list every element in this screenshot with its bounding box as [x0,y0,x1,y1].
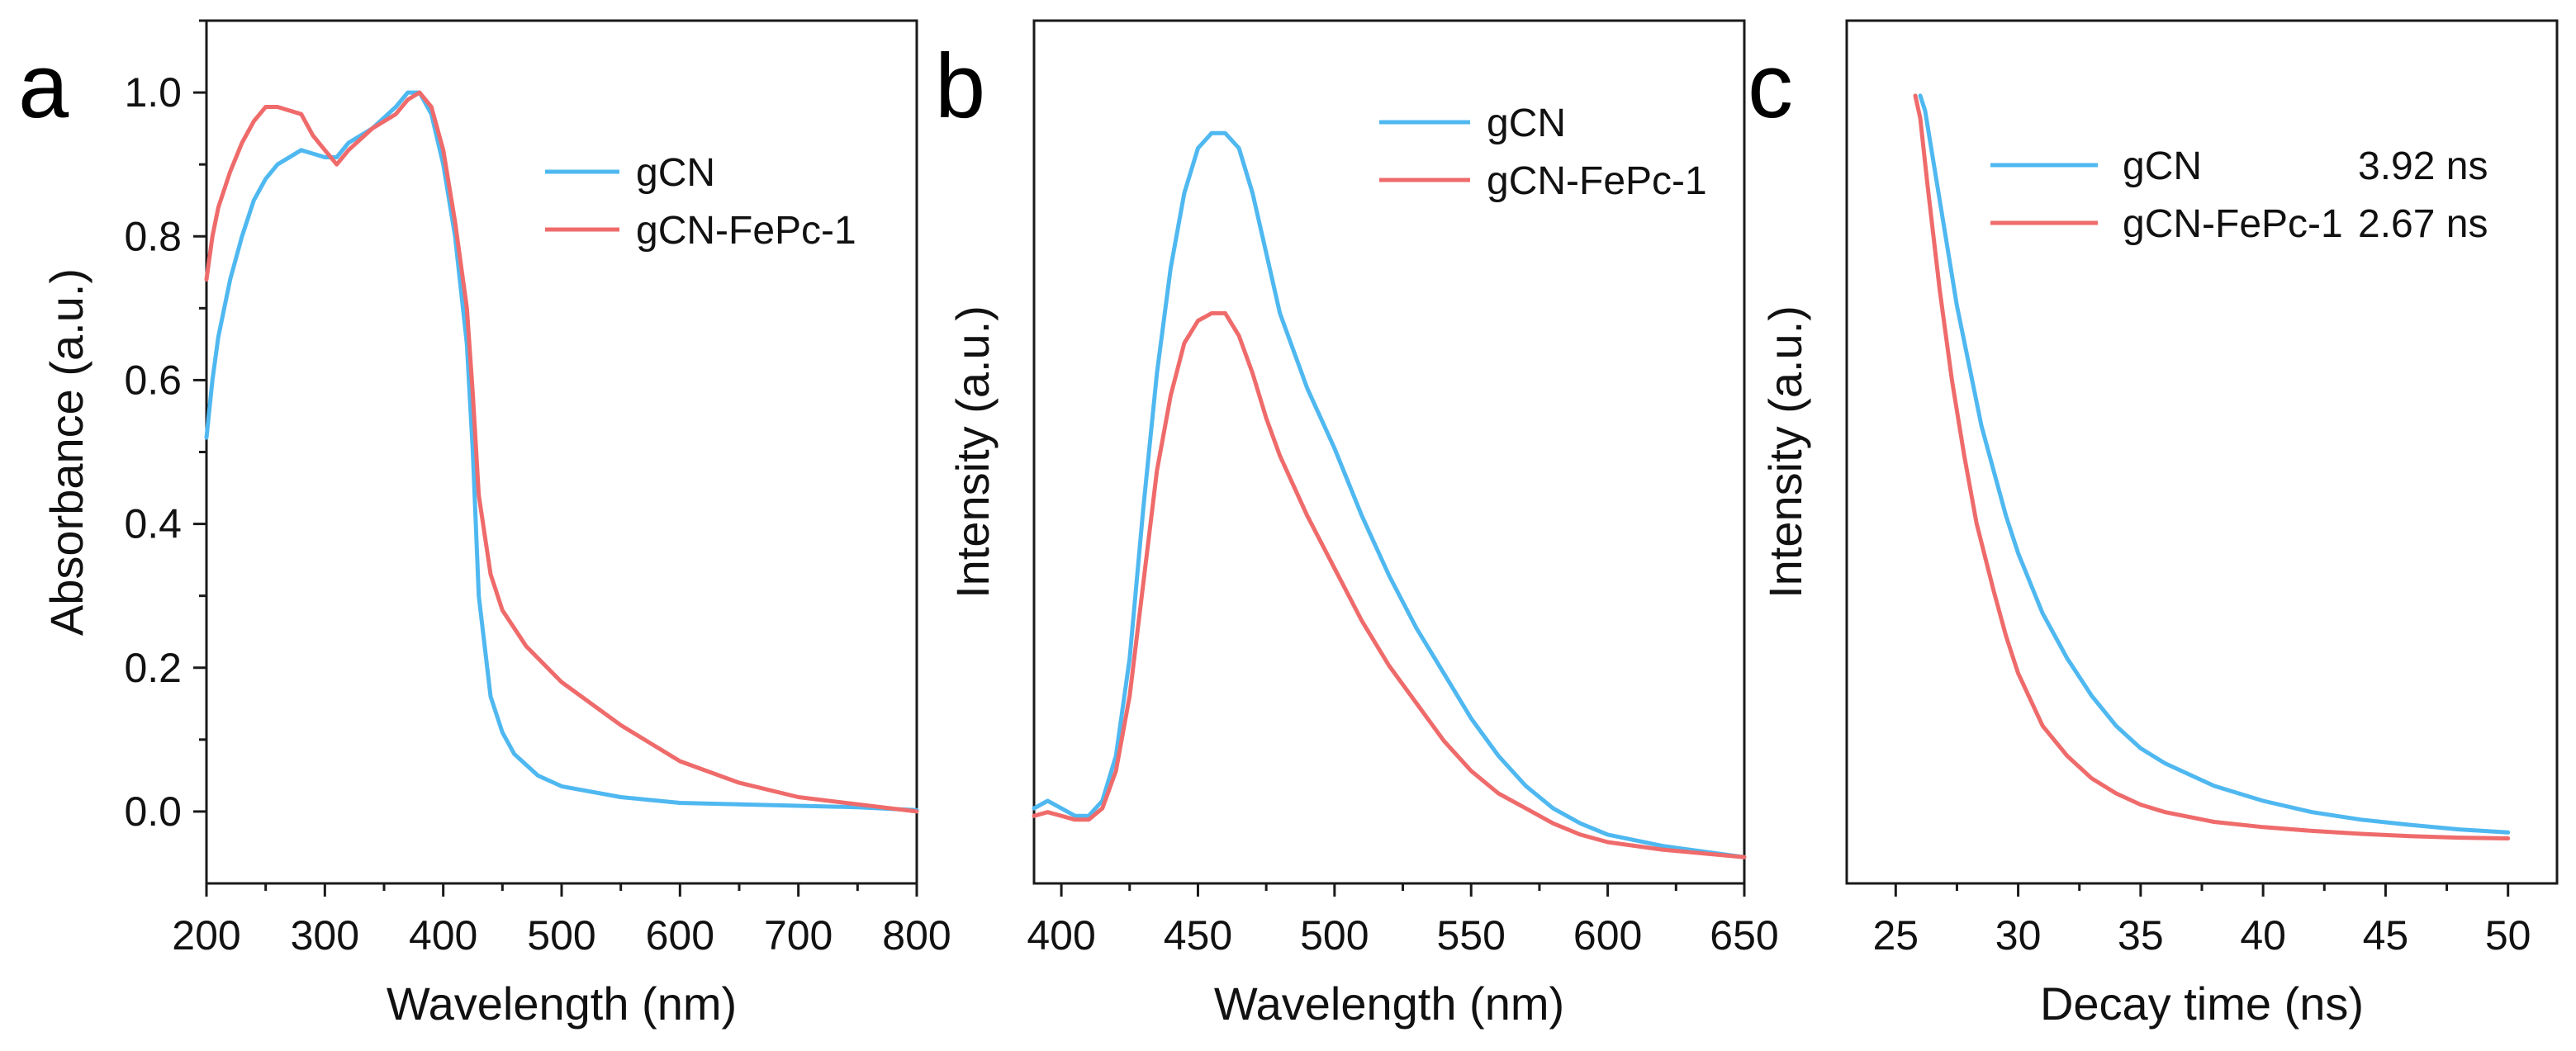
x-tick-label: 40 [2240,912,2286,959]
x-tick-label: 650 [1710,912,1778,959]
x-axis-label: Decay time (ns) [2040,978,2364,1030]
panel-letter: a [18,36,69,137]
x-tick-label: 30 [1995,912,2042,959]
y-tick-label: 0.6 [124,357,182,403]
series-line-gcn-fepc-1 [1913,93,2511,840]
x-tick-label: 25 [1872,912,1919,959]
panel-letter: c [1748,36,1793,137]
series-line-gcn-fepc-1 [204,90,919,814]
x-tick-label: 300 [291,912,359,959]
y-axis-label: Intensity (a.u.) [1759,305,1811,599]
legend-label: gCN-FePc-1 [1487,159,1707,203]
series-line-gcn-fepc-1 [1032,310,1747,859]
y-axis-label: Absorbance (a.u.) [40,268,93,636]
x-tick-label: 45 [2363,912,2409,959]
panel-letter: b [935,36,985,137]
legend-label: gCN-FePc-1 [2123,202,2343,246]
y-tick-label: 0.8 [124,213,182,259]
x-tick-label: 400 [409,912,477,959]
panel-a: a 200 300 400 500 600 700 800 0.0 0.2 0.4 0.6 0.8 1.0… [18,19,951,1030]
x-axis-label: Wavelength (nm) [1214,978,1564,1030]
x-tick-label: 600 [1573,912,1642,959]
x-tick-label: 35 [2118,912,2164,959]
x-tick-label: 50 [2485,912,2531,959]
legend-label: gCN-FePc-1 [636,209,856,253]
legend-label: gCN [1487,102,1566,145]
legend-label: gCN [2123,144,2202,188]
series-line-gcn [1918,93,2511,835]
panel-c: c 25 30 35 40 45 50 Decay time (ns) Intensity (a… [1748,19,2559,1030]
legend-lifetime: 2.67 ns [2358,202,2488,246]
plot-frame [205,19,918,885]
legend-lifetime: 3.92 ns [2358,144,2488,188]
y-tick-label: 0.0 [124,788,182,835]
x-tick-label: 500 [1300,912,1369,959]
x-tick-label: 450 [1164,912,1232,959]
y-tick-label: 1.0 [124,69,182,116]
x-tick-label: 200 [172,912,240,959]
legend-label: gCN [636,151,715,195]
x-axis-label: Wavelength (nm) [387,978,737,1030]
x-tick-label: 800 [882,912,951,959]
y-tick-label: 0.4 [124,501,182,547]
y-tick-label: 0.2 [124,645,182,691]
series-line-gcn [204,90,919,812]
panel-b: b 400 450 500 550 600 650 Wavelength (nm) Intens… [935,19,1779,1030]
x-tick-label: 700 [764,912,833,959]
x-tick-label: 550 [1437,912,1506,959]
x-tick-label: 500 [527,912,595,959]
x-tick-label: 600 [646,912,714,959]
plot-frame [1032,19,1746,885]
series-line-gcn [1032,130,1747,859]
y-axis-label: Intensity (a.u.) [946,305,999,599]
x-tick-label: 400 [1027,912,1095,959]
